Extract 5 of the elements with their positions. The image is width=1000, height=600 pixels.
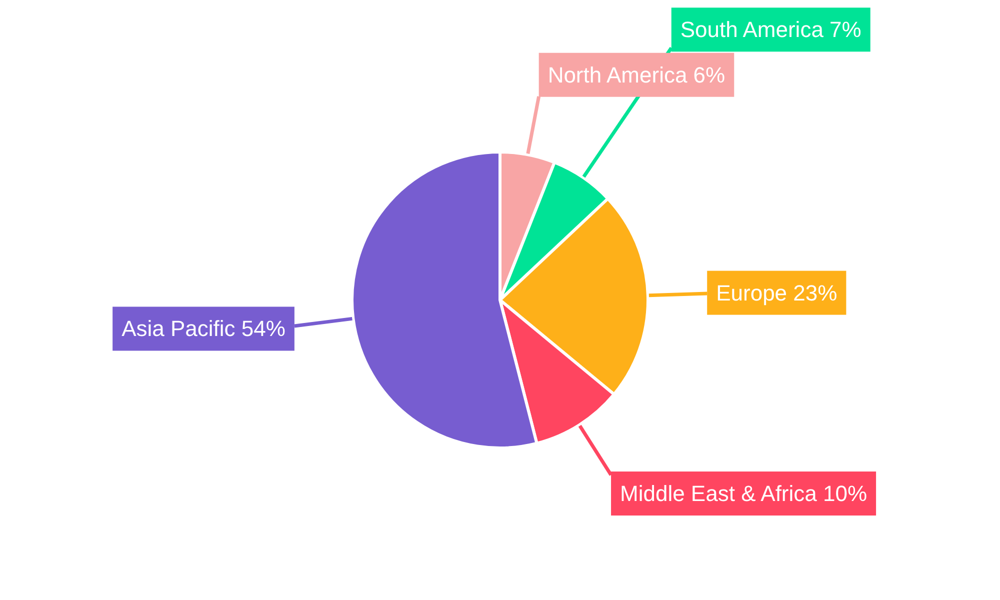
slice-label: Asia Pacific 54% (122, 316, 286, 342)
slice-label: Middle East & Africa 10% (620, 481, 868, 506)
slice-label: North America 6% (548, 62, 726, 88)
slice-label: Europe 23% (716, 280, 838, 306)
slice-label: South America 7% (680, 17, 862, 42)
